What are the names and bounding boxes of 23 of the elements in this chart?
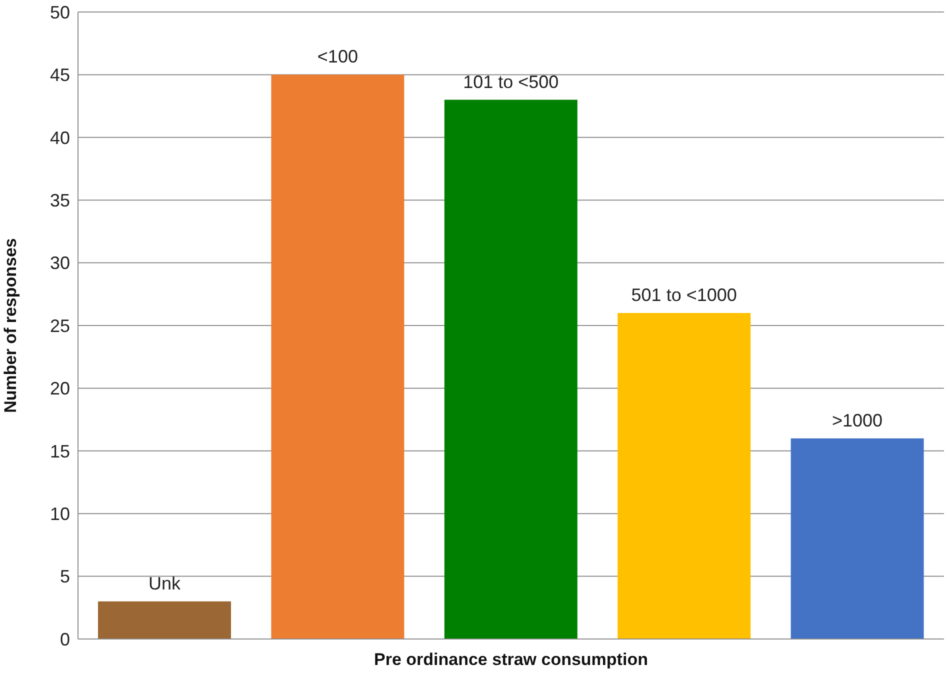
x-tick-label: <100 bbox=[317, 46, 358, 67]
y-tick-label: 25 bbox=[50, 316, 70, 336]
y-tick-label: 45 bbox=[50, 65, 70, 86]
bar bbox=[271, 74, 404, 639]
bar bbox=[444, 100, 578, 639]
y-tick-label: 50 bbox=[50, 2, 70, 22]
bar bbox=[790, 438, 924, 639]
y-tick-label: 5 bbox=[60, 566, 70, 587]
y-axis-title: Number of responses bbox=[1, 238, 20, 413]
x-tick-label: >1000 bbox=[832, 410, 883, 430]
y-tick-label: 30 bbox=[50, 253, 70, 274]
y-tick-label: 35 bbox=[50, 190, 70, 210]
y-tick-label: 10 bbox=[50, 504, 70, 524]
y-tick-label: 20 bbox=[50, 378, 70, 399]
y-tick-label: 0 bbox=[60, 629, 70, 650]
bar bbox=[98, 601, 231, 639]
x-axis-title: Pre ordinance straw consumption bbox=[374, 650, 648, 669]
y-tick-label: 15 bbox=[50, 441, 70, 462]
x-tick-label: 501 to <1000 bbox=[631, 284, 737, 305]
x-tick-label: Unk bbox=[148, 573, 182, 594]
bar bbox=[618, 312, 751, 639]
x-tick-label: 101 to <500 bbox=[463, 72, 559, 92]
y-tick-label: 40 bbox=[50, 128, 70, 148]
